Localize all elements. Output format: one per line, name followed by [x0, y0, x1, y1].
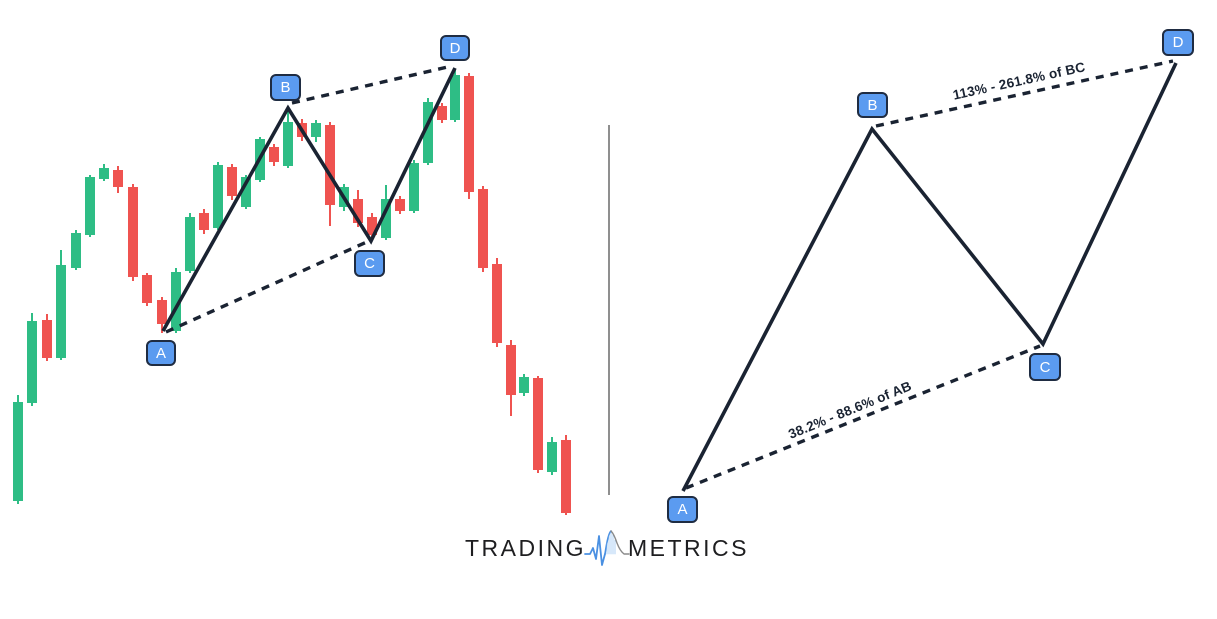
candle — [519, 377, 529, 393]
candle — [42, 320, 52, 358]
fib-range-bd-annotation: 113% - 261.8% of BC — [951, 59, 1087, 103]
candle — [353, 199, 363, 223]
candle — [311, 123, 321, 137]
trading-metrics-logo: TRADING METRICS — [465, 527, 749, 569]
panel-divider — [608, 125, 610, 495]
candle — [367, 217, 377, 235]
candle — [157, 300, 167, 324]
candle — [561, 440, 571, 513]
candle — [325, 125, 335, 205]
point-label-b: B — [270, 74, 301, 101]
candle — [269, 147, 279, 162]
schematic-abcd-zigzag — [681, 62, 1178, 492]
point-label-a: A — [146, 340, 176, 366]
candle — [241, 177, 251, 207]
point-label-d: D — [1162, 29, 1194, 56]
candle — [199, 213, 209, 230]
candle — [227, 167, 237, 196]
logo-trading-text: TRADING — [465, 534, 586, 561]
chart-ac-dashed-line — [165, 239, 370, 334]
candle — [381, 199, 391, 238]
candle — [297, 123, 307, 137]
candle — [142, 275, 152, 303]
candle — [128, 187, 138, 277]
candle — [113, 170, 123, 187]
candle — [185, 217, 195, 271]
candle — [255, 139, 265, 180]
point-label-c: C — [1029, 353, 1061, 381]
candle — [56, 265, 66, 358]
candle — [547, 442, 557, 472]
point-label-d: D — [440, 35, 470, 61]
candle — [437, 106, 447, 120]
point-label-a: A — [667, 496, 698, 523]
candle — [71, 233, 81, 268]
candle — [27, 321, 37, 403]
schematic-ac-dashed-line — [685, 344, 1041, 490]
candle — [85, 177, 95, 235]
candle — [171, 272, 181, 331]
schematic-bd-dashed-line — [875, 59, 1174, 128]
candle — [99, 168, 109, 179]
candle — [492, 264, 502, 343]
candle — [478, 189, 488, 268]
candle — [213, 165, 223, 228]
logo-metrics-text: METRICS — [628, 534, 749, 561]
candle — [506, 345, 516, 395]
candle — [395, 199, 405, 211]
waveform-icon — [584, 530, 630, 566]
candle — [423, 102, 433, 163]
fib-range-ac-annotation: 38.2% - 88.6% of AB — [786, 378, 914, 442]
candle — [13, 402, 23, 501]
point-label-c: C — [354, 250, 385, 277]
candle — [283, 122, 293, 166]
candle — [464, 76, 474, 192]
candle — [533, 378, 543, 470]
candle — [409, 163, 419, 211]
candle — [450, 75, 460, 120]
candle — [339, 187, 349, 207]
point-label-b: B — [857, 92, 888, 118]
